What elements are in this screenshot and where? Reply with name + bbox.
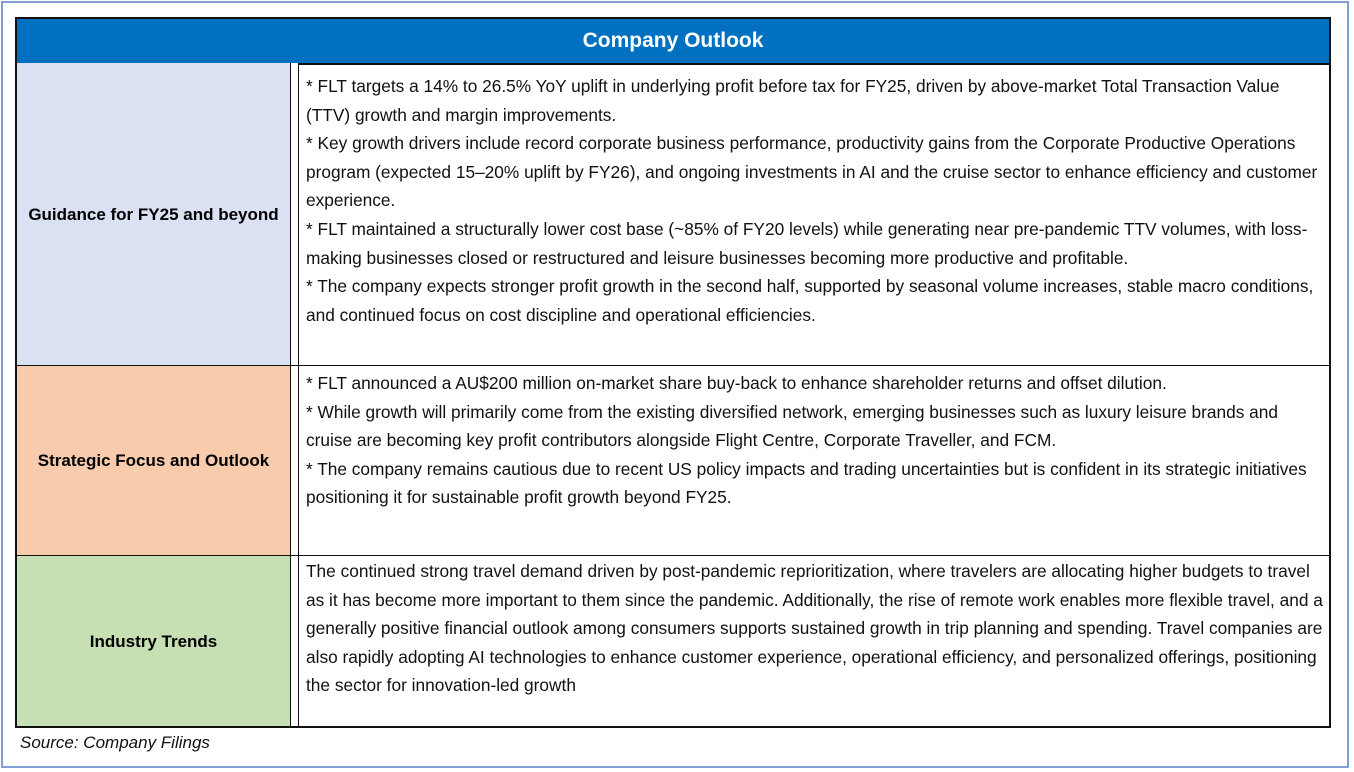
table-row-strategic: Strategic Focus and Outlook * FLT announ… [17, 366, 1329, 556]
row-label: Strategic Focus and Outlook [17, 366, 291, 555]
table-row-guidance: Guidance for FY25 and beyond * FLT targe… [17, 63, 1329, 366]
row-label: Industry Trends [17, 556, 291, 726]
row-content: * FLT announced a AU$200 million on-mark… [306, 373, 1307, 508]
source-note: Source: Company Filings [20, 733, 210, 752]
row-content: * FLT targets a 14% to 26.5% YoY uplift … [306, 76, 1318, 325]
table-row-industry: Industry Trends The continued strong tra… [17, 556, 1329, 726]
table-title: Company Outlook [17, 19, 1329, 65]
row-content: The continued strong travel demand drive… [306, 561, 1323, 696]
row-label: Guidance for FY25 and beyond [17, 63, 291, 365]
company-outlook-table: Company Outlook Guidance for FY25 and be… [15, 17, 1331, 728]
